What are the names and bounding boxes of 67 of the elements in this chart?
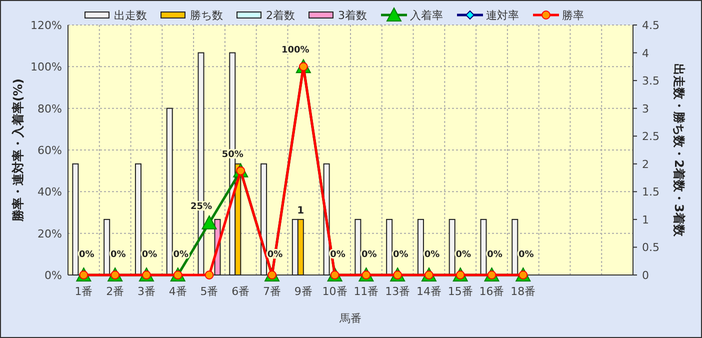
legend-label: 出走数 [114,9,147,22]
x-tick-label: 15番 [448,285,473,298]
y2-tick-label: 2 [642,158,649,171]
data-label: 0% [173,250,188,260]
data-label: 0% [456,250,471,260]
x-tick-label: 14番 [416,285,442,298]
y-tick-label: 20% [38,227,62,240]
y2-axis-title: 出走数・勝ち数・2着数・3着数 [672,64,686,238]
y2-tick-label: 2.5 [642,130,660,144]
x-tick-label: 2番 [106,285,124,298]
x-tick-label: 18番 [510,285,536,298]
y-tick-label: 100% [30,60,62,74]
y-axis-title: 勝率・連対率・入着率(%) [11,78,25,222]
x-tick-label: 3番 [137,285,156,298]
y-tick-label: 60% [38,144,62,157]
x-tick-label: 11番 [354,285,379,298]
data-label: 0% [518,250,534,260]
y2-tick-label: 4 [642,46,649,60]
bar [260,163,268,276]
x-tick-label: 16番 [479,285,504,298]
y-tick-label: 120% [30,19,62,32]
y2-tick-label: 4.5 [642,19,660,32]
legend-label: 連対率 [486,9,519,22]
legend-label: 入着率 [410,9,443,22]
bar [134,163,142,276]
y-tick-label: 40% [38,186,62,199]
legend-label: 2着数 [266,9,295,22]
data-label: 0% [424,250,440,260]
data-label: 0% [110,250,126,260]
bar [72,163,79,276]
x-tick-label: 9番 [294,285,312,298]
data-label: 0% [392,250,408,260]
y2-tick-label: 0.5 [642,241,660,254]
x-tick-label: 13番 [385,285,410,298]
legend-label: 3着数 [338,9,367,22]
x-tick-label: 6番 [232,285,250,298]
x-tick-label: 5番 [200,285,218,298]
bar [480,218,487,276]
y-tick-label: 0% [44,269,62,282]
bar [104,218,110,276]
y2-tick-label: 0 [642,269,649,282]
point [204,270,214,280]
x-axis-title: 馬番 [338,312,362,325]
x-tick-label: 10番 [322,285,348,298]
x-tick-label: 1番 [74,285,93,298]
data-label: 0% [362,250,377,260]
data-label: 100% [282,46,310,56]
data-label: 0% [487,250,502,260]
bar [448,218,456,276]
legend-label: 勝率 [562,9,584,22]
y-tick-label: 80% [38,102,62,116]
bar [354,218,362,276]
data-label: 0% [142,250,158,260]
bar [417,218,424,276]
y2-tick-label: 1.5 [642,186,660,199]
data-label: 1 [297,205,304,216]
legend-label: 勝ち数 [190,9,223,22]
point [202,215,217,230]
bar [386,218,393,276]
y2-tick-label: 3 [642,102,649,116]
x-tick-label: 4番 [168,285,187,298]
bar [166,108,173,276]
bar [512,218,518,276]
y2-tick-label: 1 [642,213,649,226]
data-label: 0% [79,250,94,260]
y2-tick-label: 3.5 [642,74,660,88]
x-tick-label: 7番 [263,285,282,298]
